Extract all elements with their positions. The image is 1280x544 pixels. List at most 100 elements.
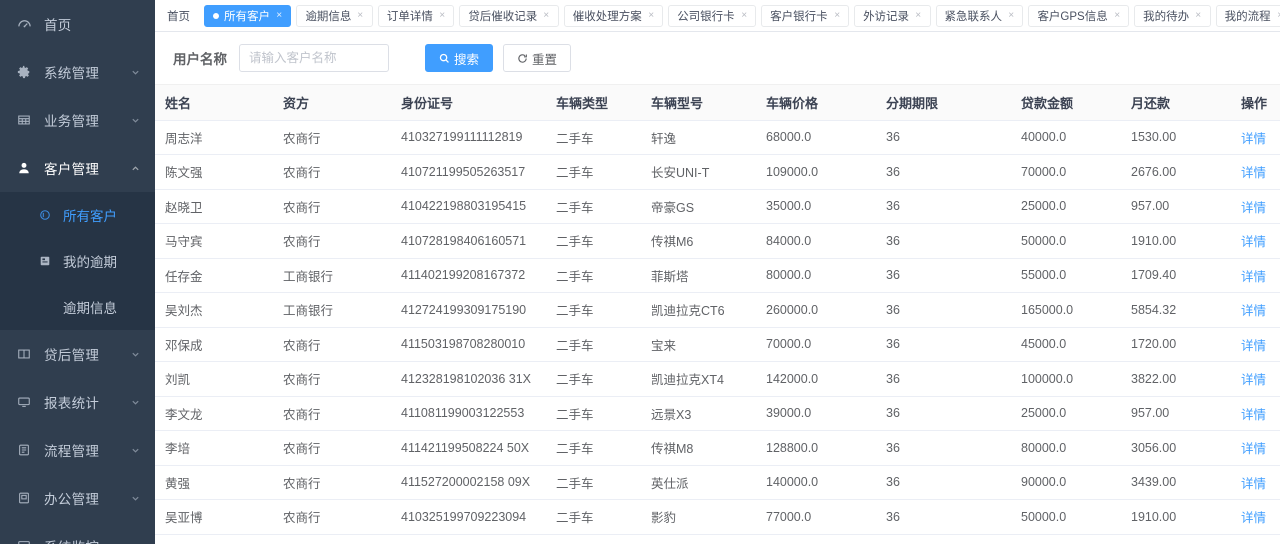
column-header-6: 分期期限 — [876, 85, 1011, 121]
sidebar-submenu-customer: 所有客户 我的逾期 逾期信息 — [0, 192, 155, 330]
tab-2[interactable]: 逾期信息 × — [296, 4, 373, 27]
sidebar-item-system-monitor[interactable]: 系统监控 — [0, 522, 155, 544]
sidebar-item-office-management[interactable]: 办公管理 — [0, 474, 155, 522]
cell-funder: 农商行 — [273, 499, 391, 535]
tab-strip: 首页 所有客户 × 逾期信息 × 订单详情 × 贷后催收记录 × 催收处理方案 × 公司银行卡 × 客户银… — [155, 0, 1280, 32]
close-icon[interactable]: × — [648, 9, 654, 21]
sidebar-item-overdue-info[interactable]: 逾期信息 — [0, 284, 155, 330]
detail-link[interactable]: 详情 — [1241, 269, 1267, 284]
detail-link[interactable]: 详情 — [1241, 338, 1267, 353]
detail-link[interactable]: 详情 — [1241, 476, 1267, 491]
cell-monthly: 3056.00 — [1121, 430, 1231, 466]
cell-monthly: 957.00 — [1121, 189, 1231, 224]
sidebar-label: 流程管理 — [44, 444, 100, 459]
cell-vtype: 二手车 — [546, 327, 641, 362]
reset-button-label: 重置 — [532, 52, 558, 67]
table-row[interactable]: 马守宾 农商行 410728198406160571 二手车 传祺M6 84000.0 36… — [155, 223, 1280, 259]
close-icon[interactable]: × — [357, 9, 364, 21]
table-row[interactable] — [155, 534, 1280, 544]
cell-funder — [273, 534, 391, 544]
close-icon[interactable]: × — [740, 9, 747, 21]
sidebar-item-all-customers[interactable]: 所有客户 — [0, 192, 155, 238]
sidebar-item-post-loan-management[interactable]: 贷后管理 — [0, 330, 155, 378]
sidebar-item-report-statistics[interactable]: 报表统计 — [0, 378, 155, 426]
tab-8[interactable]: 外访记录 × — [854, 4, 931, 27]
cell-name: 马守宾 — [155, 223, 273, 259]
table-row[interactable]: 赵晓卫 农商行 410422198803195415 二手车 帝豪GS 35000.0 36… — [155, 189, 1280, 224]
cell-actions — [1231, 534, 1280, 544]
table-row[interactable]: 黄强 农商行 411527200002158 09X 二手车 英仕派 140000.0 36… — [155, 465, 1280, 500]
close-icon[interactable]: × — [1195, 9, 1202, 21]
tab-9[interactable]: 紧急联系人 × — [935, 4, 1024, 27]
cell-vtype — [546, 534, 641, 544]
cell-funder: 农商行 — [273, 465, 391, 500]
tab-11[interactable]: 我的待办 × — [1134, 4, 1211, 27]
close-icon[interactable]: × — [1008, 9, 1015, 21]
sidebar-item-home[interactable]: 首页 — [0, 0, 155, 48]
cell-name: 黄强 — [155, 465, 273, 500]
sidebar-label: 系统监控 — [44, 536, 129, 544]
close-icon[interactable]: × — [1113, 9, 1120, 21]
close-icon[interactable]: × — [276, 9, 283, 21]
tab-3[interactable]: 订单详情 × — [377, 4, 455, 27]
table-row[interactable]: 周志洋 农商行 410327199111112819 二手车 轩逸 68000.0 36 40… — [155, 120, 1280, 155]
cell-vmodel: 传祺M8 — [641, 430, 756, 466]
cell-term: 36 — [876, 292, 1011, 328]
cell-name: 吴刘杰 — [155, 292, 273, 328]
detail-link[interactable]: 详情 — [1241, 304, 1267, 319]
tab-1[interactable]: 所有客户 × — [204, 4, 292, 27]
cell-funder: 农商行 — [273, 120, 391, 155]
chevron-down-icon — [129, 492, 141, 504]
detail-link[interactable]: 详情 — [1241, 131, 1267, 146]
tab-5[interactable]: 催收处理方案 × — [563, 4, 664, 27]
cell-monthly — [1121, 534, 1231, 544]
table-row[interactable]: 李文龙 农商行 411081199003122553 二手车 远景X3 39000.0 36… — [155, 396, 1280, 431]
close-icon[interactable]: × — [1277, 10, 1280, 20]
cell-loan: 25000.0 — [1011, 189, 1121, 224]
detail-link[interactable]: 详情 — [1241, 235, 1267, 250]
cell-vtype: 二手车 — [546, 154, 641, 190]
table-row[interactable]: 吴刘杰 工商银行 412724199309175190 二手车 凯迪拉克CT6 26000… — [155, 292, 1280, 328]
cell-actions: 详情 — [1231, 361, 1280, 397]
column-header-2: 身份证号 — [391, 85, 546, 121]
sidebar-item-system-management[interactable]: 系统管理 — [0, 48, 155, 96]
search-input[interactable] — [239, 44, 389, 72]
customer-table-container[interactable]: 姓名 资方 身份证号 车辆类型 车辆型号 车辆价格 分期期限 贷款金额 月还款 操作 周志洋 农商行… — [155, 85, 1280, 544]
table-row[interactable]: 任存金 工商银行 411402199208167372 二手车 菲斯塔 80000.0 36… — [155, 258, 1280, 293]
table-row[interactable]: 陈文强 农商行 410721199505263517 二手车 长安UNI-T 109000… — [155, 154, 1280, 190]
close-icon[interactable]: × — [915, 9, 922, 21]
detail-link[interactable]: 详情 — [1241, 373, 1267, 388]
sidebar-label: 报表统计 — [44, 396, 100, 411]
cell-monthly: 5854.32 — [1121, 292, 1231, 328]
close-icon[interactable]: × — [439, 9, 446, 21]
sidebar-item-process-management[interactable]: 流程管理 — [0, 426, 155, 474]
close-icon[interactable]: × — [543, 9, 550, 21]
tab-12[interactable]: 我的流程 × — [1215, 4, 1280, 27]
tab-6[interactable]: 公司银行卡 × — [668, 4, 757, 27]
detail-link[interactable]: 详情 — [1241, 407, 1267, 422]
reset-button[interactable]: 重置 — [503, 44, 572, 72]
cell-vprice: 70000.0 — [756, 327, 876, 362]
screen-icon — [15, 537, 33, 544]
cell-name: 刘凯 — [155, 361, 273, 397]
detail-link[interactable]: 详情 — [1241, 166, 1267, 181]
tab-0[interactable]: 首页 — [163, 5, 199, 27]
detail-link[interactable]: 详情 — [1241, 200, 1267, 215]
sidebar-item-customer-management[interactable]: 客户管理 — [0, 144, 155, 192]
table-row[interactable]: 李培 农商行 411421199508224 50X 二手车 传祺M8 128800.0 3… — [155, 430, 1280, 466]
close-icon[interactable]: × — [833, 9, 840, 21]
tab-4[interactable]: 贷后催收记录 × — [459, 4, 559, 27]
table-row[interactable]: 刘凯 农商行 412328198102036 31X 二手车 凯迪拉克XT4 142000… — [155, 361, 1280, 397]
tab-7[interactable]: 客户银行卡 × — [761, 4, 850, 27]
cell-loan: 25000.0 — [1011, 396, 1121, 431]
table-row[interactable]: 邓保成 农商行 411503198708280010 二手车 宝来 70000.0 36 45… — [155, 327, 1280, 362]
flow-icon — [15, 441, 33, 459]
detail-link[interactable]: 详情 — [1241, 442, 1267, 457]
tab-10[interactable]: 客户GPS信息 × — [1028, 4, 1130, 27]
sidebar-item-business-management[interactable]: 业务管理 — [0, 96, 155, 144]
sidebar-item-my-overdue[interactable]: 我的逾期 — [0, 238, 155, 284]
cell-vtype: 二手车 — [546, 223, 641, 259]
search-button[interactable]: 搜索 — [425, 44, 494, 72]
table-row[interactable]: 吴亚博 农商行 410325199709223094 二手车 影豹 77000.0 36 50… — [155, 499, 1280, 535]
detail-link[interactable]: 详情 — [1241, 511, 1267, 526]
